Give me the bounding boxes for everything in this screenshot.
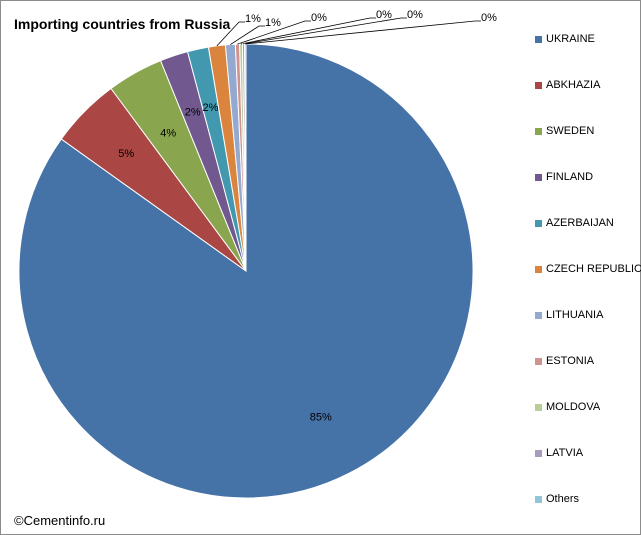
leader-line-czech-republic [216, 21, 245, 47]
data-label-czech-republic: 1% [245, 13, 261, 25]
legend-item-finland: FINLAND [535, 169, 593, 185]
data-label-sweden: 4% [160, 127, 176, 139]
data-label-estonia: 0% [311, 12, 327, 24]
data-label-ukraine: 85% [310, 411, 332, 423]
legend-item-czech-republic: CZECH REPUBLIC [535, 261, 641, 277]
legend-item-azerbaijan: AZERBAIJAN [535, 215, 614, 231]
leader-line-lithuania [230, 25, 265, 45]
legend-swatch [535, 495, 542, 503]
legend-label: SWEDEN [546, 125, 595, 137]
data-label-moldova: 0% [376, 9, 392, 21]
legend-item-latvia: LATVIA [535, 445, 583, 461]
copyright-notice: ©Cementinfo.ru [14, 513, 106, 528]
legend-swatch [535, 311, 542, 319]
legend-swatch [535, 449, 542, 457]
data-label-latvia: 0% [407, 9, 423, 21]
data-label-lithuania: 1% [265, 17, 281, 29]
legend-label: AZERBAIJAN [546, 217, 614, 229]
legend-swatch [535, 81, 542, 89]
legend-item-others: Others [535, 491, 579, 507]
legend-label: FINLAND [546, 171, 594, 183]
leader-line-estonia [237, 20, 311, 45]
data-label-abkhazia: 5% [118, 148, 134, 160]
legend-label: LATVIA [546, 447, 584, 459]
legend-swatch [535, 403, 542, 411]
legend-swatch [535, 127, 542, 135]
legend-item-lithuania: LITHUANIA [535, 307, 603, 323]
legend-swatch [535, 35, 542, 43]
legend-item-abkhazia: ABKHAZIA [535, 77, 600, 93]
legend-item-sweden: SWEDEN [535, 123, 594, 139]
legend-swatch [535, 173, 542, 181]
legend-item-estonia: ESTONIA [535, 353, 594, 369]
legend-label: MOLDOVA [546, 401, 601, 413]
legend-label: ESTONIA [546, 355, 595, 367]
data-label-finland: 2% [185, 107, 201, 119]
data-label-others: 0% [481, 12, 497, 24]
leader-line-moldova [240, 17, 376, 45]
chart-title: Importing countries from Russia [14, 16, 231, 32]
legend-swatch [535, 357, 542, 365]
legend-item-moldova: MOLDOVA [535, 399, 600, 415]
data-label-azerbaijan: 2% [202, 102, 218, 114]
legend-label: Others [546, 493, 580, 505]
legend-label: ABKHAZIA [546, 79, 601, 91]
legend-label: LITHUANIA [546, 309, 604, 321]
legend-swatch [535, 265, 542, 273]
legend-label: UKRAINE [546, 33, 595, 45]
leader-line-others [245, 20, 481, 45]
legend-item-ukraine: UKRAINE [535, 31, 595, 47]
legend-label: CZECH REPUBLIC [546, 263, 641, 275]
leader-line-latvia [243, 17, 407, 45]
legend-swatch [535, 219, 542, 227]
